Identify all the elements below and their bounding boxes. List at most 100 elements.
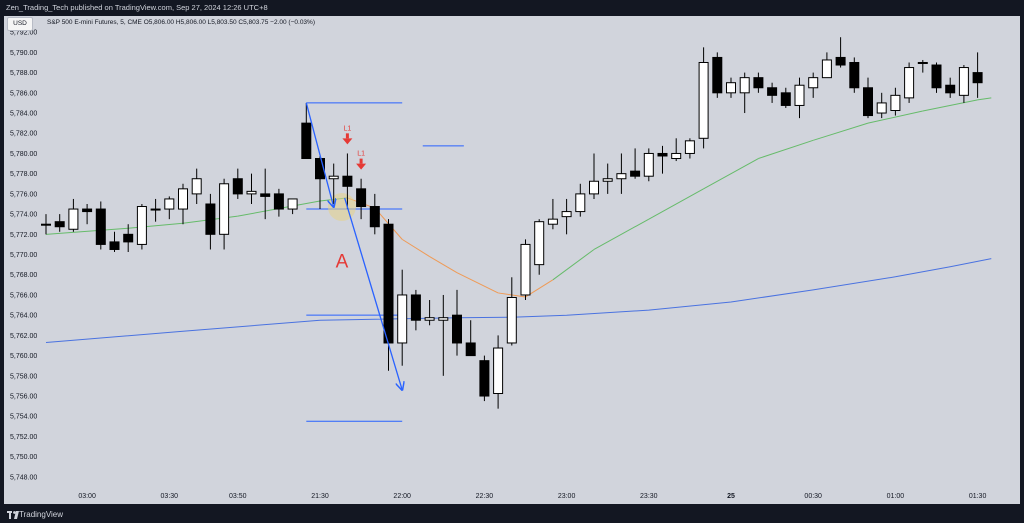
signal-arrowhead-icon <box>356 163 367 170</box>
candle-body <box>726 82 736 94</box>
candle-body <box>917 61 928 64</box>
ema-short-segment <box>648 188 704 220</box>
candle-body <box>547 218 558 225</box>
ema-short-segment <box>922 99 978 112</box>
candle-body <box>753 77 764 89</box>
candle-body <box>767 87 778 96</box>
ema-short-segment <box>552 249 595 281</box>
candle-body <box>438 317 449 321</box>
x-tick-label: 03:50 <box>229 493 247 500</box>
currency-button[interactable]: USD <box>7 17 33 31</box>
candle-body <box>863 87 873 117</box>
candle-body <box>452 314 462 344</box>
ema-long-line <box>45 258 992 343</box>
candle-body <box>136 206 147 245</box>
candle-body <box>205 203 216 235</box>
candle-body <box>150 208 161 211</box>
candle-body <box>424 317 435 321</box>
candle-body <box>41 223 51 226</box>
y-tick-label: 5,772.00 <box>10 232 37 239</box>
y-tick-label: 5,792.00 <box>10 30 37 37</box>
candle-body <box>123 233 134 243</box>
candles <box>41 37 983 409</box>
signal-label: L1 <box>344 125 352 132</box>
candle-body <box>287 198 298 210</box>
candle-body <box>794 84 805 106</box>
signal-marker: L1 <box>342 125 353 145</box>
y-tick-label: 5,778.00 <box>10 171 37 178</box>
ema-short-segment <box>977 97 992 101</box>
x-tick-label: 23:00 <box>558 493 576 500</box>
x-tick-label: 22:30 <box>476 493 494 500</box>
candle-body <box>808 77 819 89</box>
trend-arrow <box>344 197 403 390</box>
candle-body <box>273 193 284 210</box>
trend-arrows <box>305 102 403 390</box>
y-tick-label: 5,776.00 <box>10 191 37 198</box>
candle-body <box>561 211 572 218</box>
candle-body <box>643 152 654 177</box>
y-tick-label: 5,790.00 <box>10 50 37 57</box>
candle-body <box>315 158 325 180</box>
signal-arrowhead-icon <box>342 138 353 145</box>
chart-pane[interactable] <box>4 16 1020 504</box>
signal-label: L1 <box>357 151 365 158</box>
signal-markers: L1 L1 <box>342 125 367 170</box>
y-tick-label: 5,760.00 <box>10 353 37 360</box>
candle-body <box>191 178 202 195</box>
candle-body <box>301 122 312 160</box>
ema-short-segment <box>429 256 458 274</box>
candle-body <box>835 56 846 66</box>
x-tick-label: 21:30 <box>311 493 329 500</box>
x-tick-label: 03:00 <box>78 493 96 500</box>
candle-body <box>178 188 188 210</box>
x-tick-label: 00:30 <box>804 493 822 500</box>
x-tick-label: 25 <box>727 493 735 500</box>
candle-body <box>82 208 93 213</box>
y-tick-label: 5,770.00 <box>10 252 37 259</box>
y-tick-label: 5,756.00 <box>10 394 37 401</box>
y-tick-label: 5,762.00 <box>10 333 37 340</box>
symbol-legend: S&P 500 E-mini Futures, 5, CME O5,806.00… <box>47 19 315 26</box>
candle-body <box>109 241 120 250</box>
x-tick-label: 23:30 <box>640 493 658 500</box>
candle-body <box>972 72 983 84</box>
candle-body <box>232 178 243 195</box>
ema-short-segment <box>401 238 430 257</box>
brand-label: TradingView <box>19 510 64 519</box>
y-tick-label: 5,782.00 <box>10 131 37 138</box>
x-tick-label: 01:30 <box>969 493 987 500</box>
candle-body <box>356 188 367 208</box>
candle-body <box>630 170 641 177</box>
signal-arrow-icon <box>359 158 363 164</box>
ema-short-segment <box>128 222 184 229</box>
y-tick-label: 5,764.00 <box>10 313 37 320</box>
ema-short-segment <box>45 227 129 235</box>
candle-body <box>712 56 723 94</box>
candle-body <box>246 190 257 195</box>
candle-body <box>465 342 476 357</box>
tradingview-logo-icon <box>7 511 19 519</box>
signal-marker: L1 <box>356 151 367 170</box>
candle-body <box>397 294 408 344</box>
candle-body <box>479 360 490 397</box>
candle-body <box>657 152 668 157</box>
x-axis: 03:00 03:30 03:50 21:30 22:00 22:30 23:00 23:30… <box>78 493 986 500</box>
ema-short-segment <box>456 272 499 294</box>
candle-body <box>410 294 421 321</box>
level-lines <box>306 102 464 422</box>
candle-body <box>68 208 79 230</box>
candle-body <box>589 180 599 195</box>
candle-body <box>95 208 106 245</box>
candle-body <box>342 175 353 187</box>
y-axis: 5,792.00 5,790.00 5,788.00 5,786.00 5,784.00… <box>10 30 37 482</box>
setup-highlight: A <box>327 193 356 273</box>
ema-short-segment <box>813 122 869 141</box>
y-tick-label: 5,786.00 <box>10 90 37 97</box>
setup-highlight-circle <box>327 193 356 222</box>
ema-short-segment <box>758 139 814 159</box>
candle-body <box>369 206 380 228</box>
candle-body <box>684 140 695 154</box>
